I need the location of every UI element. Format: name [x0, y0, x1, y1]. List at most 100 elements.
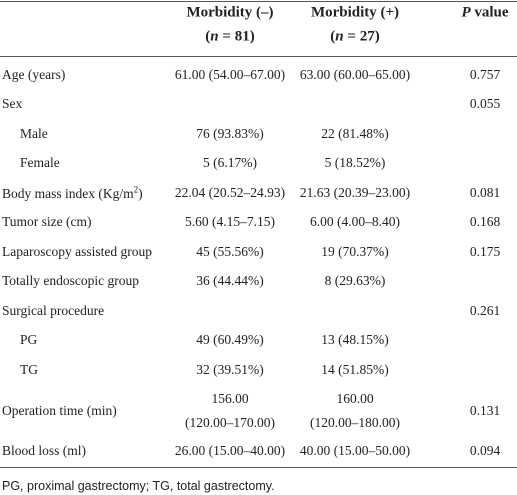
column-header: Morbidity (+) — [311, 5, 399, 22]
row-label: Body mass index (Kg/m2) — [2, 184, 143, 202]
bottom-rule — [0, 467, 517, 468]
cell: 0.055 — [470, 96, 500, 112]
cell-line: (120.00–170.00) — [185, 415, 275, 430]
top-rule — [0, 1, 517, 2]
cell-text: 21.63 (20.39–23.00) — [299, 185, 411, 200]
cell: 0.175 — [470, 244, 500, 260]
row-label: PG — [20, 332, 37, 348]
row-label: Tumor size (cm) — [2, 214, 92, 230]
row-label: Age (years) — [2, 67, 65, 83]
cell-text: 0.757 — [469, 67, 501, 82]
cell-text: 26.00 (15.00–40.00) — [174, 443, 286, 458]
cell: 0.131 — [470, 403, 500, 419]
cell-text: 5 (6.17%) — [203, 155, 257, 170]
cell: 21.63 (20.39–23.00) — [300, 185, 410, 201]
cell: 36 (44.44%) — [196, 273, 264, 289]
cell: 0.261 — [470, 303, 500, 319]
cell: 0.757 — [470, 67, 500, 83]
label-part: Male — [20, 126, 48, 141]
cell-line: (120.00–180.00) — [310, 415, 400, 430]
cell: 19 (70.37%) — [321, 244, 389, 260]
cell-text: 22 (81.48%) — [321, 126, 389, 141]
label-part: Sex — [2, 96, 23, 111]
label-part: Female — [20, 155, 60, 170]
row-label: TG — [20, 362, 38, 378]
label-part: Tumor size (cm) — [2, 214, 92, 229]
cell-text: 19 (70.37%) — [321, 244, 389, 259]
cell: 0.081 — [470, 185, 500, 201]
cell-text: 0.261 — [469, 303, 501, 318]
label-part: TG — [20, 362, 38, 377]
cell-text: 45 (55.56%) — [196, 244, 264, 259]
cell: (120.00–180.00) — [310, 415, 400, 431]
cell-text: 0.175 — [469, 244, 501, 259]
cell: 13 (48.15%) — [321, 332, 389, 348]
p-value-header: P value — [461, 5, 508, 22]
cell-text: 0.081 — [469, 185, 501, 200]
cell-text: 6.00 (4.00–8.40) — [310, 214, 400, 229]
subtitle-part: = 81) — [218, 28, 255, 45]
subtitle-part: ( — [330, 28, 336, 45]
cell: 22 (81.48%) — [321, 126, 389, 142]
label-part: Body mass index (Kg/m — [2, 185, 134, 201]
cell-text: 5 (18.52%) — [324, 155, 386, 170]
cell-text: 63.00 (60.00–65.00) — [299, 67, 411, 82]
label-part: ) — [138, 185, 143, 201]
cell: 63.00 (60.00–65.00) — [300, 67, 410, 83]
cell-text: 13 (48.15%) — [321, 332, 389, 347]
subtitle-part: ( — [205, 28, 211, 45]
label-part: Operation time (min) — [2, 403, 117, 418]
label-part: Laparoscopy assisted group — [2, 244, 152, 259]
label-part: Age (years) — [2, 67, 66, 82]
cell: 0.094 — [470, 443, 500, 459]
cell-text: 0.131 — [469, 403, 501, 418]
row-label: Female — [20, 155, 60, 171]
cell: 156.00 — [211, 391, 248, 407]
p-header-part: value — [470, 4, 509, 21]
cell: 5 (6.17%) — [203, 155, 257, 171]
row-label: Sex — [2, 96, 22, 112]
header-rule — [0, 56, 517, 57]
cell: 8 (29.63%) — [325, 273, 386, 289]
cell: 76 (93.83%) — [196, 126, 264, 142]
subtitle-part: n — [210, 28, 219, 45]
cell-text: 5.60 (4.15–7.15) — [185, 214, 275, 229]
cell: (120.00–170.00) — [185, 415, 275, 431]
cell-text: 0.168 — [469, 214, 501, 229]
row-label: Laparoscopy assisted group — [2, 244, 152, 260]
p-header-part: P — [461, 4, 471, 21]
row-label: Blood loss (ml) — [2, 443, 86, 459]
cell: 5 (18.52%) — [325, 155, 386, 171]
cell: 61.00 (54.00–67.00) — [175, 67, 285, 83]
cell-text: 76 (93.83%) — [196, 126, 264, 141]
cell: 0.168 — [470, 214, 500, 230]
cell: 6.00 (4.00–8.40) — [310, 214, 400, 230]
column-header: Morbidity (–) — [186, 5, 273, 22]
cell: 26.00 (15.00–40.00) — [175, 443, 285, 459]
column-subtitle: (n = 81) — [205, 29, 254, 46]
cell-text: 22.04 (20.52–24.93) — [174, 185, 286, 200]
cell-line: 160.00 — [336, 391, 374, 406]
cell-text: 36 (44.44%) — [196, 273, 264, 288]
cell-line: 156.00 — [211, 391, 249, 406]
cell: 160.00 — [336, 391, 373, 407]
cell: 5.60 (4.15–7.15) — [185, 214, 275, 230]
cell: 22.04 (20.52–24.93) — [175, 185, 285, 201]
cell-text: 14 (51.85%) — [321, 362, 389, 377]
footnote: PG, proximal gastrectomy; TG, total gast… — [2, 479, 275, 493]
column-title: Morbidity (–) — [186, 4, 274, 21]
subtitle-part: = 27) — [343, 28, 380, 45]
row-label: Surgical procedure — [2, 303, 104, 319]
column-title: Morbidity (+) — [310, 4, 400, 21]
cell: 45 (55.56%) — [196, 244, 264, 260]
label-part: PG — [20, 332, 38, 347]
row-label: Male — [20, 126, 48, 142]
cell-text: 49 (60.49%) — [196, 332, 264, 347]
cell-text: 32 (39.51%) — [196, 362, 264, 377]
cell: 49 (60.49%) — [196, 332, 264, 348]
label-part: Totally endoscopic group — [2, 273, 140, 288]
cell-text: 0.094 — [469, 443, 501, 458]
row-label: Operation time (min) — [2, 403, 117, 419]
cell: 32 (39.51%) — [196, 362, 264, 378]
